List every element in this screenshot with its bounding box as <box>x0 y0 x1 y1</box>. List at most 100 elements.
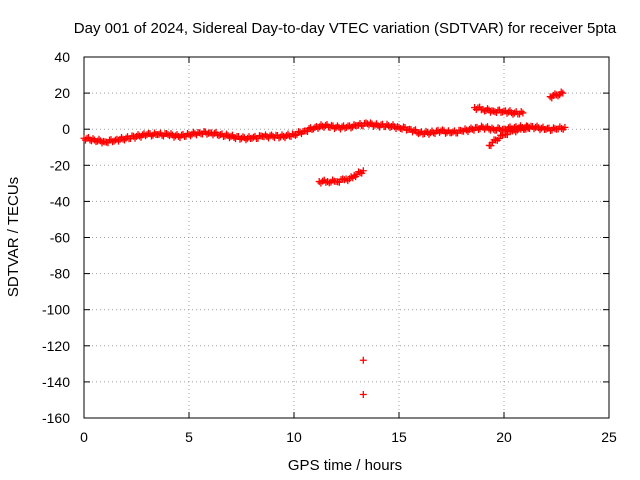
main_track-point <box>280 132 287 140</box>
x-tick-label: 15 <box>391 429 407 445</box>
main_track-point <box>223 130 230 138</box>
upper_segment-point <box>517 108 525 116</box>
main_track-point <box>178 131 185 139</box>
y-tick-label: -160 <box>42 410 70 426</box>
rising_branch-point <box>487 142 495 150</box>
main_track-point <box>463 126 470 134</box>
upper_segment-point <box>479 105 487 113</box>
main_track-point <box>383 120 391 128</box>
main_track-point <box>425 130 433 138</box>
main_track-point <box>328 121 335 129</box>
upper_segment-point <box>491 108 499 116</box>
rising_branch-point <box>498 131 506 139</box>
upper_segment-point <box>519 109 527 117</box>
rising_branch-point <box>495 134 503 142</box>
right_segment-point <box>554 92 562 100</box>
upper_segment-point <box>505 108 512 116</box>
upper_segment-point <box>484 105 491 113</box>
main_track-point <box>322 122 329 130</box>
main_track-point <box>449 128 457 136</box>
main_track-point <box>112 136 119 144</box>
data-points <box>80 88 569 399</box>
rising_branch-point <box>524 122 532 130</box>
y-tick-label: -140 <box>42 374 70 390</box>
main_track-point <box>367 119 374 127</box>
y-tick-label: 40 <box>54 49 70 65</box>
main_track-point <box>119 135 127 143</box>
main_track-point <box>416 129 424 137</box>
y-tick-label: -40 <box>50 193 70 209</box>
rising_branch-point <box>508 127 516 135</box>
outliers-point <box>359 391 367 399</box>
y-tick-label: -120 <box>42 338 70 354</box>
main_track-point <box>490 125 497 133</box>
y-tick-label: -100 <box>42 302 70 318</box>
x-tick-label: 5 <box>185 429 193 445</box>
plot-frame <box>83 56 610 419</box>
main_track-point <box>347 124 355 132</box>
main_track-point <box>136 132 143 140</box>
main_track-point <box>561 123 569 131</box>
right_segment-point <box>559 89 567 97</box>
lower_arc-point <box>340 176 348 184</box>
main_track-point <box>314 124 322 132</box>
main_track-point <box>478 122 485 130</box>
main_track-point <box>155 130 163 138</box>
main_track-point <box>151 129 158 137</box>
main_track-point <box>175 132 182 140</box>
main_track-point <box>558 125 566 133</box>
main_track-point <box>469 125 476 133</box>
x-tick-label: 20 <box>496 429 512 445</box>
lower_arc-point <box>329 176 337 184</box>
main_track-point <box>98 139 106 147</box>
main_track-point <box>439 126 446 134</box>
x-tick-label: 25 <box>601 429 617 445</box>
main_track-point <box>239 133 247 141</box>
right_segment-point <box>557 88 565 96</box>
main_track-point <box>95 135 103 143</box>
main_track-point <box>230 133 238 141</box>
rising_branch-point <box>503 131 511 139</box>
y-tick-label: -80 <box>50 266 70 282</box>
main_track-point <box>250 133 257 141</box>
main_track-point <box>319 122 326 130</box>
upper_segment-point <box>499 108 506 116</box>
main_track-point <box>269 132 277 140</box>
y-tick-label: 20 <box>54 85 70 101</box>
axis-ticks: 0 5 10 15 20 25 -160 -140 -120 -100 -80 -60 -40 -20 0 2… <box>42 49 617 445</box>
main_track-point <box>482 124 490 132</box>
lower_arc-point <box>359 167 367 175</box>
main_track-point <box>191 130 199 138</box>
y-tick-label: -60 <box>50 230 70 246</box>
outliers-point <box>359 356 367 364</box>
main_track-point <box>422 127 430 135</box>
upper_segment-point <box>511 109 518 117</box>
right_segment-point <box>546 93 554 101</box>
main_track-point <box>494 124 502 132</box>
main_track-point <box>91 136 98 144</box>
main_track-point <box>374 122 382 130</box>
x-axis-label: GPS time / hours <box>288 457 402 474</box>
main_track-point <box>533 122 541 130</box>
main_track-point <box>211 129 218 137</box>
main_track-point <box>148 132 155 140</box>
chart-title: Day 001 of 2024, Sidereal Day-to-day VTE… <box>74 20 617 37</box>
main_track-point <box>538 124 545 132</box>
main_track-point <box>542 125 550 133</box>
x-tick-label: 0 <box>80 429 88 445</box>
main_track-point <box>227 132 235 140</box>
main_track-point <box>550 124 557 132</box>
y-axis-label: SDTVAR / TECUs <box>5 177 22 297</box>
main_track-point <box>334 122 341 130</box>
y-tick-label: -20 <box>50 157 70 173</box>
y-tick-label: 0 <box>62 121 70 137</box>
lower_arc-point <box>355 168 363 176</box>
main_track-point <box>242 136 250 144</box>
main_track-point <box>143 131 151 139</box>
main_track-point <box>187 132 194 140</box>
main_track-point <box>292 131 299 139</box>
main_track-point <box>475 126 482 134</box>
x-tick-label: 10 <box>286 429 302 445</box>
main_track-point <box>167 130 175 138</box>
